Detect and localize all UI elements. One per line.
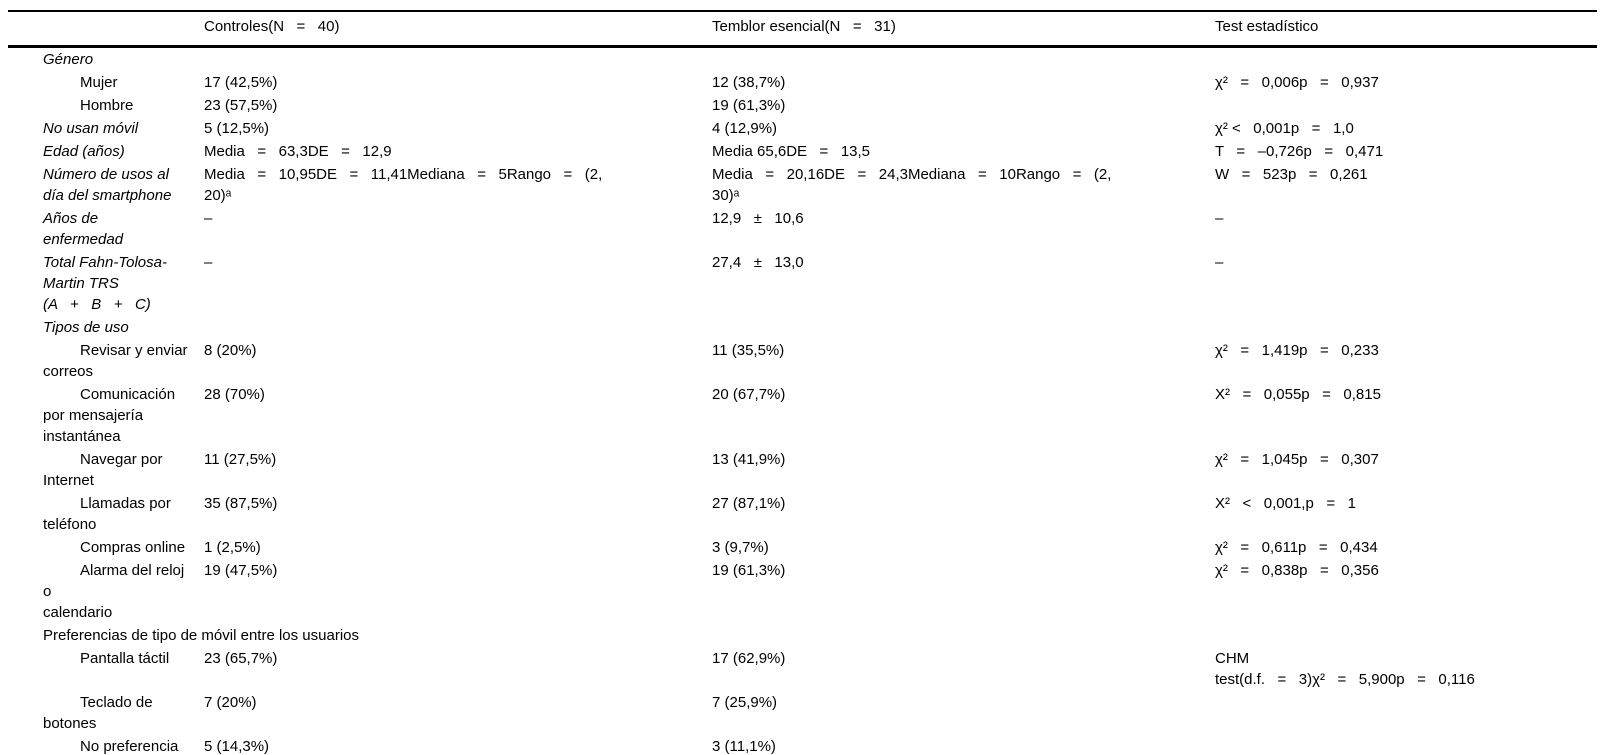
cell-controles: 5 (14,3%)	[204, 738, 270, 755]
statistics-table: Controles(N = 40) Temblor esencial(N = 3…	[8, 10, 1597, 755]
cell-temblor: 27,4 ± 13,0	[712, 254, 804, 271]
cell-controles: 35 (87,5%)	[204, 495, 278, 512]
table-row-no-usan-movil: No usan móvil 5 (12,5%) 4 (12,9%) χ² < 0…	[8, 117, 1597, 140]
table-row-anos-enfermedad: Años de enfermedad – 12,9 ± 10,6 –	[8, 207, 1597, 251]
row-label: Revisar y enviar correos	[43, 342, 188, 380]
table-row-numero-usos-smartphone: Número de usos al día del smartphone Med…	[8, 163, 1597, 207]
cell-controles: 23 (57,5%)	[204, 97, 278, 114]
row-label: Años de enfermedad	[43, 210, 124, 248]
table-row-total-fahn-tolosa-martin: Total Fahn-Tolosa- Martin TRS (A + B + C…	[8, 251, 1597, 316]
cell-controles: 8 (20%)	[204, 342, 257, 359]
cell-controles: 11 (27,5%)	[204, 451, 277, 468]
cell-test	[1215, 94, 1597, 117]
row-label: No preferencia	[80, 738, 179, 755]
cell-temblor: 19 (61,3%)	[712, 97, 786, 114]
cell-temblor: 11 (35,5%)	[712, 342, 785, 359]
header-temblor-esencial: Temblor esencial(N = 31)	[712, 11, 1215, 48]
cell-test: χ² = 0,611p = 0,434	[1215, 539, 1378, 556]
table-body: Género Mujer 17 (42,5%) 12 (38,7%) χ² = …	[8, 47, 1597, 755]
row-label: Hombre	[80, 97, 134, 114]
cell-controles: 23 (65,7%)	[204, 650, 278, 667]
cell-temblor: 19 (61,3%)	[712, 562, 786, 579]
section-label: Género	[43, 51, 94, 68]
cell-controles: –	[204, 210, 213, 227]
table-row-mujer: Mujer 17 (42,5%) 12 (38,7%) χ² = 0,006p …	[8, 71, 1597, 94]
cell-temblor: 20 (67,7%)	[712, 386, 786, 403]
row-label: Compras online	[80, 539, 186, 556]
table-row-pantalla-tactil: Pantalla táctil 23 (65,7%) 17 (62,9%) CH…	[8, 647, 1597, 691]
table-row-llamadas-telefono: Llamadas por teléfono 35 (87,5%) 27 (87,…	[8, 492, 1597, 536]
cell-temblor: 27 (87,1%)	[712, 495, 786, 512]
cell-test: χ² = 1,045p = 0,307	[1215, 451, 1379, 468]
row-label: Teclado de botones	[43, 694, 153, 732]
table-row-hombre: Hombre 23 (57,5%) 19 (61,3%)	[8, 94, 1597, 117]
row-label: Edad (años)	[43, 143, 125, 160]
row-label: Pantalla táctil	[80, 650, 170, 667]
table-row-navegar-internet: Navegar por Internet 11 (27,5%) 13 (41,9…	[8, 448, 1597, 492]
cell-temblor: 7 (25,9%)	[712, 694, 778, 711]
cell-test: CHM test(d.f. = 3)χ² = 5,900p = 0,116	[1215, 650, 1475, 688]
cell-test: χ² = 1,419p = 0,233	[1215, 342, 1379, 359]
statistics-table-container: Controles(N = 40) Temblor esencial(N = 3…	[8, 10, 1597, 755]
cell-controles: –	[204, 254, 213, 271]
cell-controles: 28 (70%)	[204, 386, 265, 403]
cell-test: W = 523p = 0,261	[1215, 166, 1368, 183]
table-row-compras-online: Compras online 1 (2,5%) 3 (9,7%) χ² = 0,…	[8, 536, 1597, 559]
row-label: Mujer	[80, 74, 118, 91]
table-row-mensajeria-instantanea: Comunicación por mensajería instantánea …	[8, 383, 1597, 448]
cell-temblor: Media 65,6DE = 13,5	[712, 143, 871, 160]
cell-test	[1215, 735, 1597, 755]
table-row-no-preferencia: No preferencia 5 (14,3%) 3 (11,1%)	[8, 735, 1597, 755]
table-row-edad: Edad (años) Media = 63,3DE = 12,9 Media …	[8, 140, 1597, 163]
cell-test: –	[1215, 210, 1224, 227]
header-test-estadistico: Test estadístico	[1215, 11, 1597, 48]
cell-controles: 17 (42,5%)	[204, 74, 278, 91]
table-row-teclado-botones: Teclado de botones 7 (20%) 7 (25,9%)	[8, 691, 1597, 735]
cell-temblor: 13 (41,9%)	[712, 451, 786, 468]
table-row-revisar-correos: Revisar y enviar correos 8 (20%) 11 (35,…	[8, 339, 1597, 383]
cell-temblor: 12 (38,7%)	[712, 74, 786, 91]
section-row-preferencias-movil: Preferencias de tipo de móvil entre los …	[8, 624, 1597, 647]
row-label: Llamadas por teléfono	[43, 495, 171, 533]
table-header: Controles(N = 40) Temblor esencial(N = 3…	[8, 11, 1597, 48]
cell-temblor: 4 (12,9%)	[712, 120, 778, 137]
cell-controles: Media = 63,3DE = 12,9	[204, 143, 392, 160]
cell-temblor: 3 (9,7%)	[712, 539, 769, 556]
cell-controles: 5 (12,5%)	[204, 120, 270, 137]
cell-controles: Media = 10,95DE = 11,41Mediana = 5Rango …	[204, 166, 603, 204]
cell-test: X² < 0,001,p = 1	[1215, 495, 1356, 512]
row-label: Navegar por Internet	[43, 451, 163, 489]
section-label: Preferencias de tipo de móvil entre los …	[43, 627, 359, 644]
header-controles: Controles(N = 40)	[204, 11, 712, 48]
cell-test	[1215, 691, 1597, 735]
row-label: Número de usos al día del smartphone	[43, 166, 172, 204]
row-label: Alarma del reloj o calendario	[43, 562, 185, 621]
cell-test: X² = 0,055p = 0,815	[1215, 386, 1381, 403]
cell-temblor: Media = 20,16DE = 24,3Mediana = 10Rango …	[712, 166, 1112, 204]
cell-test: –	[1215, 254, 1224, 271]
section-row-genero: Género	[8, 47, 1597, 72]
cell-test: χ² = 0,838p = 0,356	[1215, 562, 1379, 579]
cell-controles: 7 (20%)	[204, 694, 257, 711]
cell-test: χ² < 0,001p = 1,0	[1215, 120, 1354, 137]
cell-temblor: 3 (11,1%)	[712, 738, 776, 755]
cell-test: χ² = 0,006p = 0,937	[1215, 74, 1379, 91]
row-label: No usan móvil	[43, 120, 139, 137]
section-label: Tipos de uso	[43, 319, 129, 336]
header-empty	[8, 11, 204, 48]
table-row-alarma-reloj-calendario: Alarma del reloj o calendario 19 (47,5%)…	[8, 559, 1597, 624]
cell-temblor: 17 (62,9%)	[712, 650, 786, 667]
cell-controles: 19 (47,5%)	[204, 562, 278, 579]
row-label: Total Fahn-Tolosa- Martin TRS (A + B + C…	[43, 254, 167, 313]
cell-temblor: 12,9 ± 10,6	[712, 210, 804, 227]
section-row-tipos-de-uso: Tipos de uso	[8, 316, 1597, 339]
row-label: Comunicación por mensajería instantánea	[43, 386, 176, 445]
cell-controles: 1 (2,5%)	[204, 539, 261, 556]
header-row: Controles(N = 40) Temblor esencial(N = 3…	[8, 11, 1597, 48]
cell-test: T = –0,726p = 0,471	[1215, 143, 1384, 160]
